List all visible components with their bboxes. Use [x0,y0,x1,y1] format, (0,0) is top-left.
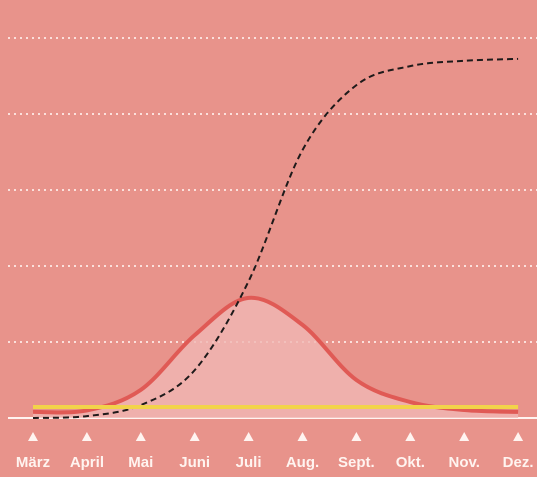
tick-triangle [135,432,146,441]
tick-triangle [513,432,524,441]
tick-triangle [189,432,200,441]
x-tick-label: Okt. [396,454,425,471]
x-tick-label: April [70,454,104,471]
tick-triangle [351,432,362,441]
tick-triangle [459,432,470,441]
x-tick-label: Juni [179,454,210,471]
tick-triangle [81,432,92,441]
x-tick-label: Sept. [338,454,375,471]
tick-triangle [28,432,38,441]
x-tick-label: Nov. [448,454,479,471]
tick-triangle [297,432,308,441]
tick-triangle [405,432,416,441]
x-tick-label: Dez. [503,454,534,471]
area [33,297,519,418]
x-tick-label: Mai [128,454,153,471]
x-tick-label: Aug. [286,454,319,471]
line [32,57,519,419]
x-tick-label: März [16,454,50,471]
tick-triangle [243,432,254,441]
x-tick-label: Juli [236,454,262,471]
